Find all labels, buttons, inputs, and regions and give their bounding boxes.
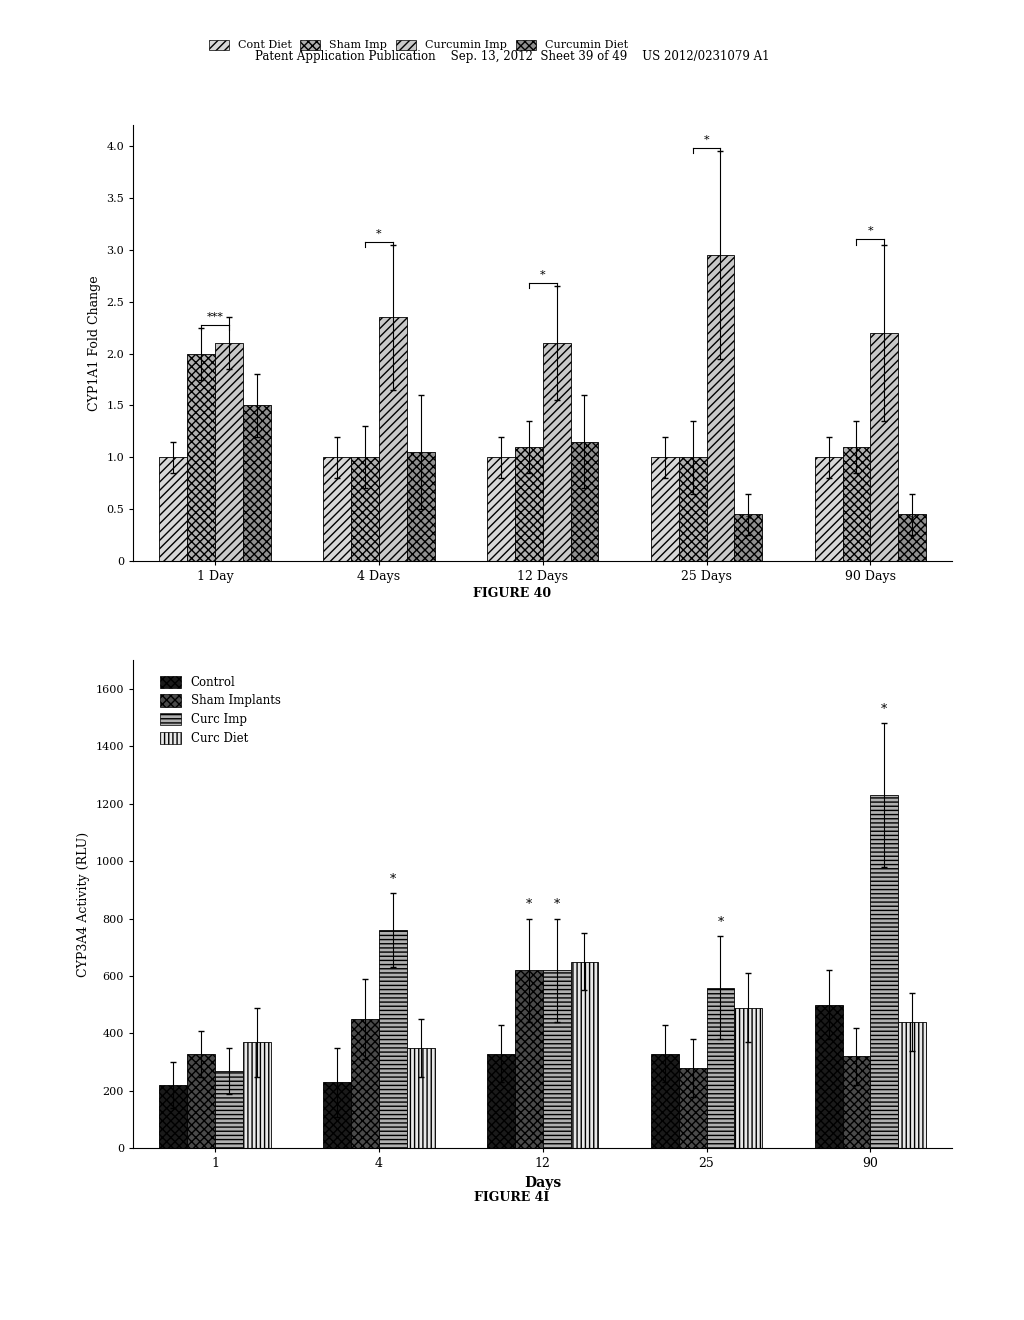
- Bar: [515, 447, 543, 561]
- Text: *: *: [554, 899, 560, 911]
- Bar: [651, 457, 679, 561]
- Y-axis label: CYP1A1 Fold Change: CYP1A1 Fold Change: [88, 276, 100, 411]
- Bar: [679, 457, 707, 561]
- Bar: [815, 1005, 843, 1148]
- Bar: [243, 1041, 270, 1148]
- Legend: Cont Diet, Sham Imp, Curcumin Imp, Curcumin Diet: Cont Diet, Sham Imp, Curcumin Imp, Curcu…: [204, 36, 632, 55]
- Bar: [707, 255, 734, 561]
- Bar: [215, 343, 243, 561]
- Text: ***: ***: [207, 312, 223, 322]
- Bar: [160, 457, 187, 561]
- Bar: [734, 1007, 762, 1148]
- Text: *: *: [745, 515, 752, 525]
- Bar: [870, 795, 898, 1148]
- Bar: [487, 1053, 515, 1148]
- Text: *: *: [867, 226, 873, 236]
- Bar: [407, 1048, 434, 1148]
- Bar: [734, 515, 762, 561]
- Bar: [379, 317, 407, 561]
- Text: Patent Application Publication    Sep. 13, 2012  Sheet 39 of 49    US 2012/02310: Patent Application Publication Sep. 13, …: [255, 50, 769, 63]
- Bar: [707, 987, 734, 1148]
- Bar: [898, 1022, 926, 1148]
- Bar: [570, 442, 598, 561]
- Text: FIGURE 40: FIGURE 40: [473, 587, 551, 601]
- Text: *: *: [718, 916, 724, 929]
- Text: *: *: [882, 704, 888, 715]
- Bar: [815, 457, 843, 561]
- Bar: [324, 1082, 351, 1148]
- Text: *: *: [540, 269, 546, 280]
- Bar: [160, 1085, 187, 1148]
- Bar: [324, 457, 351, 561]
- Bar: [379, 931, 407, 1148]
- Bar: [351, 1019, 379, 1148]
- Legend: Control, Sham Implants, Curc Imp, Curc Diet: Control, Sham Implants, Curc Imp, Curc D…: [156, 671, 286, 750]
- Bar: [351, 457, 379, 561]
- X-axis label: Days: Days: [524, 1176, 561, 1191]
- Bar: [679, 1068, 707, 1148]
- Text: *: *: [525, 899, 531, 911]
- Text: *: *: [376, 228, 382, 239]
- Bar: [187, 1053, 215, 1148]
- Bar: [187, 354, 215, 561]
- Text: *: *: [703, 135, 710, 145]
- Bar: [870, 333, 898, 561]
- Text: *: *: [909, 515, 915, 525]
- Bar: [543, 970, 570, 1148]
- Bar: [543, 343, 570, 561]
- Bar: [843, 1056, 870, 1148]
- Bar: [407, 451, 434, 561]
- Bar: [515, 970, 543, 1148]
- Text: FIGURE 4I: FIGURE 4I: [474, 1191, 550, 1204]
- Bar: [898, 515, 926, 561]
- Bar: [243, 405, 270, 561]
- Bar: [215, 1071, 243, 1148]
- Bar: [487, 457, 515, 561]
- Bar: [843, 447, 870, 561]
- Bar: [651, 1053, 679, 1148]
- Bar: [570, 962, 598, 1148]
- Y-axis label: CYP3A4 Activity (RLU): CYP3A4 Activity (RLU): [77, 832, 90, 977]
- Text: *: *: [390, 873, 396, 886]
